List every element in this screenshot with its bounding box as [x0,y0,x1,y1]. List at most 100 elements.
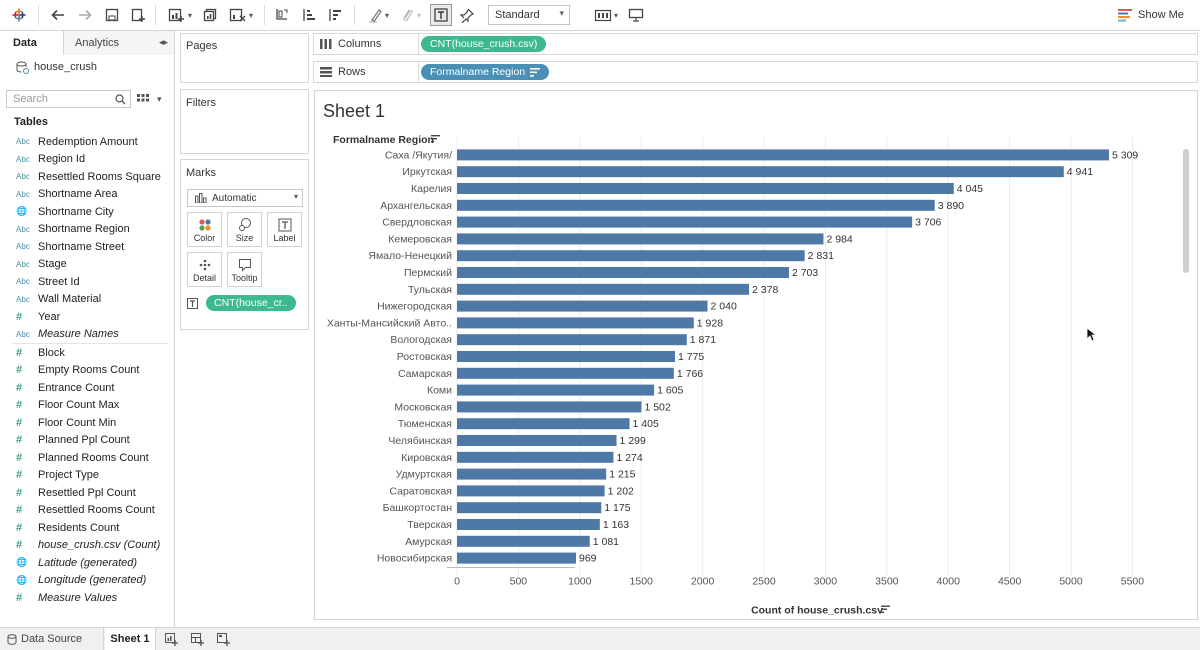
size-button[interactable]: Size [227,212,262,247]
fit-view-select[interactable]: Standard ▾ [488,5,570,25]
vertical-scrollbar-thumb[interactable] [1183,149,1189,273]
bar[interactable] [457,535,590,547]
bar[interactable] [457,199,935,211]
search-input[interactable]: Search [6,90,131,108]
field-item[interactable]: # Year [0,308,174,326]
field-item[interactable]: # Block [0,344,174,362]
field-item[interactable]: # Measure Values [0,589,174,607]
field-item[interactable]: # house_crush.csv (Count) [0,537,174,555]
field-item[interactable]: # Floor Count Min [0,414,174,432]
pin-axes-icon[interactable] [457,4,477,26]
rows-pill[interactable]: Formalname Region [421,64,550,80]
swap-rows-columns-icon[interactable] [272,4,292,26]
bar[interactable] [457,216,913,228]
new-story-icon[interactable] [216,632,230,646]
field-item[interactable]: Abc Wall Material [0,291,174,309]
new-datasource-icon[interactable] [128,4,148,26]
tab-data-source[interactable]: Data Source [0,628,104,650]
rows-shelf[interactable]: Rows Formalname Region [313,61,1198,83]
new-worksheet-icon[interactable]: ▾ [165,4,195,26]
bar[interactable] [457,468,607,480]
field-item[interactable]: Abc Measure Names [0,326,174,344]
pages-card[interactable]: Pages [180,33,309,83]
marks-label-pill[interactable]: CNT(house_cr.. [206,295,296,311]
tab-data[interactable]: Data [0,31,64,55]
clear-sheet-icon[interactable]: ▾ [225,4,257,26]
chevron-down-icon[interactable]: ▾ [157,93,162,104]
bar[interactable] [457,384,655,396]
bar[interactable] [457,149,1109,161]
field-item[interactable]: 🌐 Longitude (generated) [0,572,174,590]
bar[interactable] [457,351,675,362]
show-me-button[interactable]: Show Me [1118,5,1184,25]
redo-icon[interactable] [75,4,95,26]
field-item[interactable]: Abc Street Id [0,273,174,291]
collapse-pane-icon[interactable]: ◂▸ [158,37,168,47]
sort-descending-icon[interactable] [431,135,440,143]
undo-icon[interactable] [48,4,68,26]
bar[interactable] [457,367,674,379]
columns-pill[interactable]: CNT(house_crush.csv) [421,36,547,52]
columns-shelf[interactable]: Columns CNT(house_crush.csv) [313,33,1198,55]
group-members-icon[interactable]: ▾ [396,4,424,26]
bar[interactable] [457,300,708,312]
field-item[interactable]: # Floor Count Max [0,397,174,415]
field-item[interactable]: # Residents Count [0,519,174,537]
tooltip-button[interactable]: Tooltip [227,252,262,287]
save-icon[interactable] [102,4,122,26]
filters-card[interactable]: Filters [180,89,309,154]
bar[interactable] [457,519,600,530]
field-item[interactable]: Abc Shortname Street [0,238,174,256]
tab-analytics[interactable]: Analytics ◂▸ [64,31,174,55]
datasource-item[interactable]: house_crush [0,55,174,79]
bar[interactable] [457,418,630,430]
sort-descending-icon[interactable] [881,605,890,613]
highlight-icon[interactable]: ▾ [364,4,392,26]
field-item[interactable]: # Entrance Count [0,379,174,397]
bar[interactable] [457,552,576,564]
field-item[interactable]: Abc Region Id [0,151,174,169]
bar[interactable] [457,250,805,262]
show-cards-icon[interactable]: ▾ [590,4,622,26]
sort-descending-icon[interactable] [325,4,345,26]
field-item[interactable]: Abc Shortname Region [0,221,174,239]
field-item[interactable]: # Empty Rooms Count [0,362,174,380]
bar[interactable] [457,401,642,413]
field-item[interactable]: # Planned Rooms Count [0,449,174,467]
bar[interactable] [457,502,602,514]
bar[interactable] [457,233,824,245]
field-item[interactable]: Abc Stage [0,256,174,274]
bar[interactable] [457,334,687,346]
bar[interactable] [457,267,789,278]
bar[interactable] [457,485,605,497]
detail-button[interactable]: Detail [187,252,222,287]
duplicate-sheet-icon[interactable] [200,4,220,26]
label-button[interactable]: Label [267,212,302,247]
bar[interactable] [457,451,614,463]
field-item[interactable]: # Resettled Ppl Count [0,484,174,502]
grid-view-icon[interactable] [137,93,149,105]
sort-ascending-icon[interactable] [299,4,319,26]
new-dashboard-icon[interactable] [190,632,204,646]
tableau-logo-icon[interactable] [9,4,29,26]
bar[interactable] [457,317,694,329]
field-item[interactable]: Abc Redemption Amount [0,133,174,151]
field-item[interactable]: # Project Type [0,467,174,485]
bar[interactable] [457,283,750,295]
bar[interactable] [457,166,1064,178]
field-label: Planned Ppl Count [38,434,130,447]
bar[interactable] [457,435,617,446]
field-item[interactable]: 🌐 Shortname City [0,203,174,221]
field-item[interactable]: 🌐 Latitude (generated) [0,554,174,572]
presentation-mode-icon[interactable] [626,4,646,26]
new-worksheet-icon[interactable] [164,632,178,646]
field-item[interactable]: # Planned Ppl Count [0,432,174,450]
field-item[interactable]: Abc Shortname Area [0,186,174,204]
show-mark-labels-icon[interactable] [430,4,452,26]
tab-sheet-1[interactable]: Sheet 1 [105,628,156,650]
bar[interactable] [457,183,954,194]
field-item[interactable]: # Resettled Rooms Count [0,502,174,520]
color-button[interactable]: Color [187,212,222,247]
mark-type-select[interactable]: Automatic ▾ [187,189,303,207]
field-item[interactable]: Abc Resettled Rooms Square [0,168,174,186]
